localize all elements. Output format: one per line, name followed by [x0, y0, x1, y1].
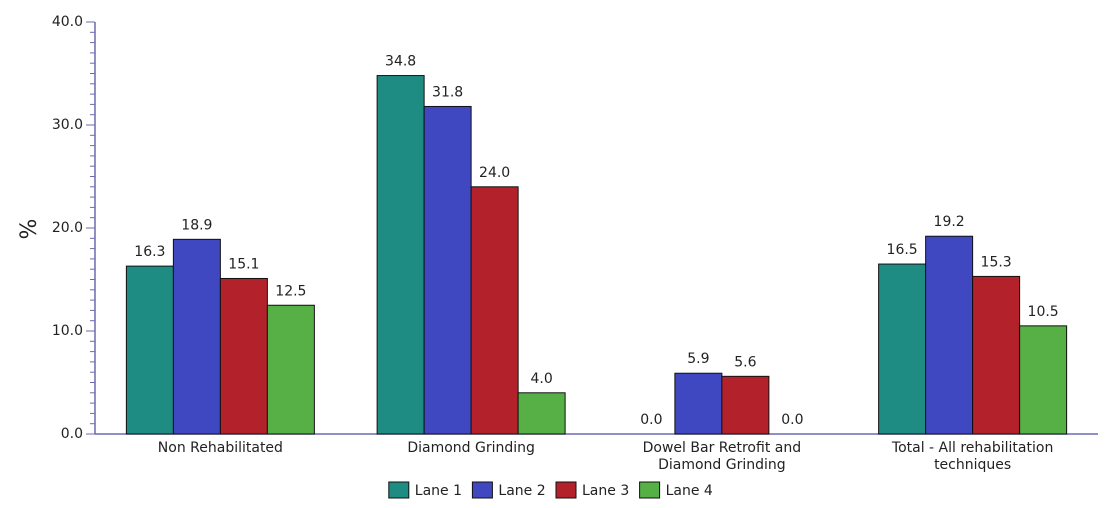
category-label: Total - All rehabilitation: [891, 440, 1053, 456]
data-label: 0.0: [781, 412, 803, 428]
bar: [674, 372, 723, 435]
bars: [125, 75, 1068, 435]
category-label: Diamond Grinding: [407, 440, 535, 456]
bar: [470, 186, 519, 435]
data-label: 16.3: [134, 244, 165, 260]
legend-label: Lane 3: [582, 483, 629, 499]
data-label: 0.0: [640, 412, 662, 428]
legend-label: Lane 2: [498, 483, 545, 499]
legend-label: Lane 1: [415, 483, 462, 499]
y-tick-label: 10.0: [52, 323, 83, 339]
bar: [266, 304, 315, 435]
bar: [376, 75, 425, 435]
legend-swatch: [471, 481, 493, 499]
y-tick-label: 30.0: [52, 117, 83, 133]
category-label: Non Rehabilitated: [158, 440, 283, 456]
bar: [721, 375, 770, 435]
category-label: Diamond Grinding: [658, 457, 786, 473]
data-label: 4.0: [530, 371, 552, 387]
data-label: 5.6: [734, 354, 756, 370]
bar: [517, 392, 566, 435]
category-label: Dowel Bar Retrofit and: [643, 440, 801, 456]
data-label: 5.9: [687, 351, 709, 367]
data-label: 15.3: [981, 254, 1012, 270]
data-label: 12.5: [275, 283, 306, 299]
data-label: 15.1: [228, 256, 259, 272]
legend-swatch: [639, 481, 661, 499]
y-tick-label: 20.0: [52, 220, 83, 236]
legend-swatch: [388, 481, 410, 499]
category-label: techniques: [934, 457, 1011, 473]
bar: [878, 263, 927, 435]
bar: [1019, 325, 1068, 435]
data-label: 24.0: [479, 165, 510, 181]
y-axis-label: %: [17, 219, 42, 240]
legend-swatch: [555, 481, 577, 499]
data-labels: 16.3 18.9 15.1 12.5 34.8 31.8 24.0 4.0 0.0 5.9 5.6…: [134, 54, 1058, 428]
y-tick-label: 0.0: [61, 426, 83, 442]
data-label: 19.2: [934, 214, 965, 230]
bar: [423, 105, 472, 435]
legend-label: Lane 4: [666, 483, 713, 499]
bar: [125, 265, 174, 435]
data-label: 34.8: [385, 54, 416, 70]
data-label: 10.5: [1028, 304, 1059, 320]
y-tick-label: 40.0: [52, 14, 83, 30]
bar: [172, 238, 221, 435]
data-label: 16.5: [887, 242, 918, 258]
data-label: 18.9: [181, 217, 212, 233]
bar: [219, 277, 268, 435]
legend: Lane 1 Lane 2 Lane 3 Lane 4: [388, 481, 713, 499]
category-labels: Non Rehabilitated Diamond Grinding Dowel B…: [158, 440, 1054, 473]
bar: [972, 275, 1021, 435]
data-label: 31.8: [432, 84, 463, 100]
bar: [925, 235, 974, 435]
